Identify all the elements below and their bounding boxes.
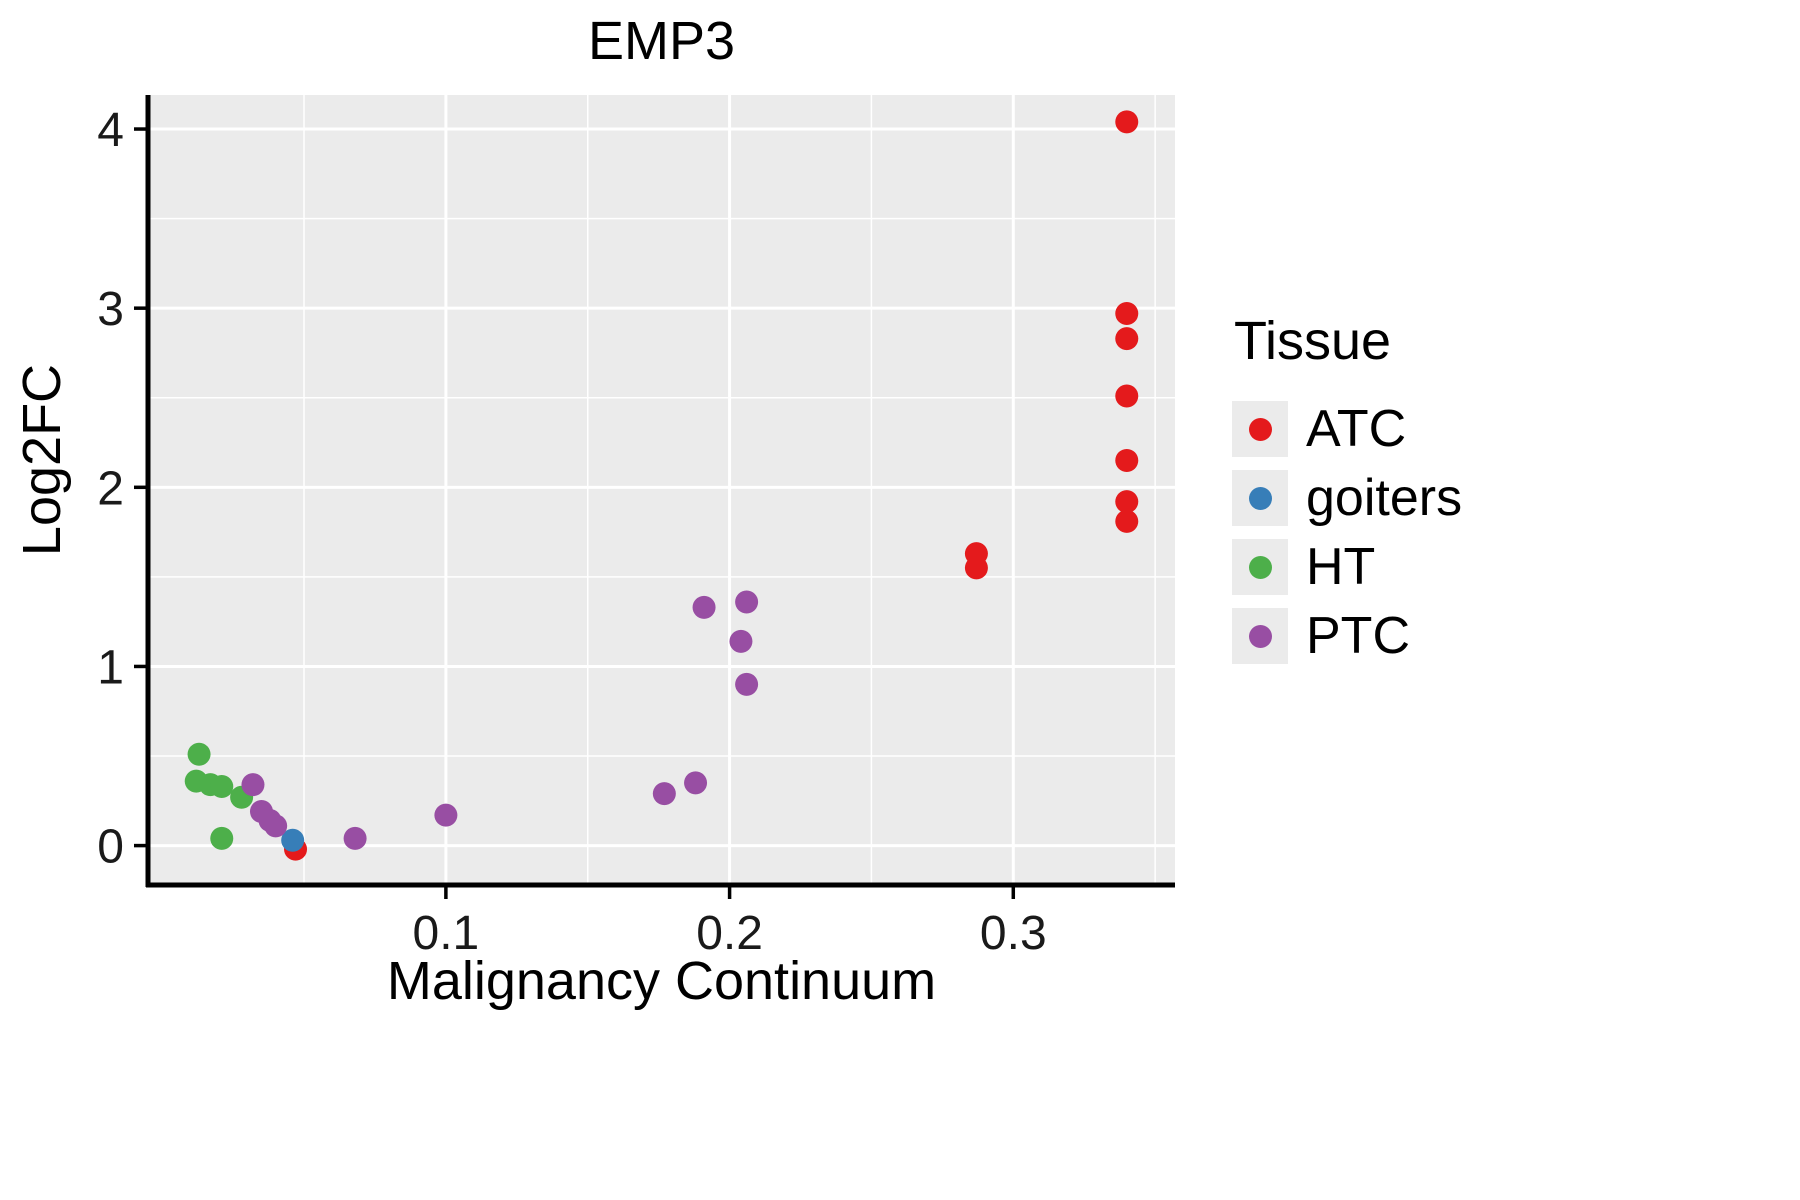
x-tick-label: 0.3 [980, 907, 1047, 960]
data-point-PTC [434, 803, 458, 827]
legend: Tissue ATC goiters HT PTC [1232, 310, 1462, 676]
legend-items: ATC goiters HT PTC [1232, 400, 1462, 665]
data-point-ATC [1115, 327, 1139, 351]
data-point-PTC [735, 590, 759, 614]
data-point-HT [210, 774, 234, 798]
data-point-ATC [1115, 384, 1139, 408]
data-point-PTC [343, 826, 367, 850]
data-point-PTC [692, 595, 716, 619]
legend-item-HT: HT [1232, 538, 1462, 596]
y-axis-title: Log2FC [12, 363, 72, 557]
legend-key [1232, 539, 1288, 595]
data-point-ATC [1115, 110, 1139, 134]
legend-title: Tissue [1234, 311, 1392, 371]
x-tick-label: 0.2 [696, 907, 763, 960]
data-point-PTC [729, 629, 753, 653]
data-point-ATC [1115, 448, 1139, 472]
y-tick-label: 3 [97, 283, 124, 336]
legend-key [1232, 470, 1288, 526]
chart-title: EMP3 [587, 11, 736, 71]
data-point-ATC [1115, 302, 1139, 326]
legend-item-PTC: PTC [1232, 607, 1462, 665]
x-tick-label: 0.1 [413, 907, 480, 960]
y-tick-label: 0 [97, 821, 124, 874]
data-point-PTC [684, 771, 708, 795]
data-point-goiters [281, 828, 305, 852]
legend-key [1232, 608, 1288, 664]
data-point-PTC [735, 672, 759, 696]
legend-dot-ATC [1248, 417, 1272, 441]
data-point-ATC [1115, 509, 1139, 533]
legend-item-goiters: goiters [1232, 469, 1462, 527]
legend-label: PTC [1306, 607, 1410, 665]
data-point-PTC [652, 782, 676, 806]
legend-label: HT [1306, 538, 1376, 596]
legend-dot-goiters [1248, 486, 1272, 510]
data-point-PTC [264, 814, 288, 838]
legend-item-ATC: ATC [1232, 400, 1462, 458]
legend-label: goiters [1306, 469, 1463, 527]
data-point-HT [210, 826, 234, 850]
y-tick-label: 2 [97, 462, 124, 515]
y-tick-label: 1 [97, 641, 124, 694]
data-point-ATC [964, 556, 988, 580]
data-point-PTC [241, 773, 265, 797]
y-tick-label: 4 [97, 104, 124, 157]
data-point-ATC [1115, 490, 1139, 514]
plot-panel [148, 95, 1175, 885]
legend-dot-PTC [1248, 624, 1272, 648]
legend-dot-HT [1248, 555, 1272, 579]
x-axis-title: Malignancy Continuum [386, 951, 937, 1011]
legend-key [1232, 401, 1288, 457]
legend-label: ATC [1306, 400, 1407, 458]
data-point-HT [187, 742, 211, 766]
